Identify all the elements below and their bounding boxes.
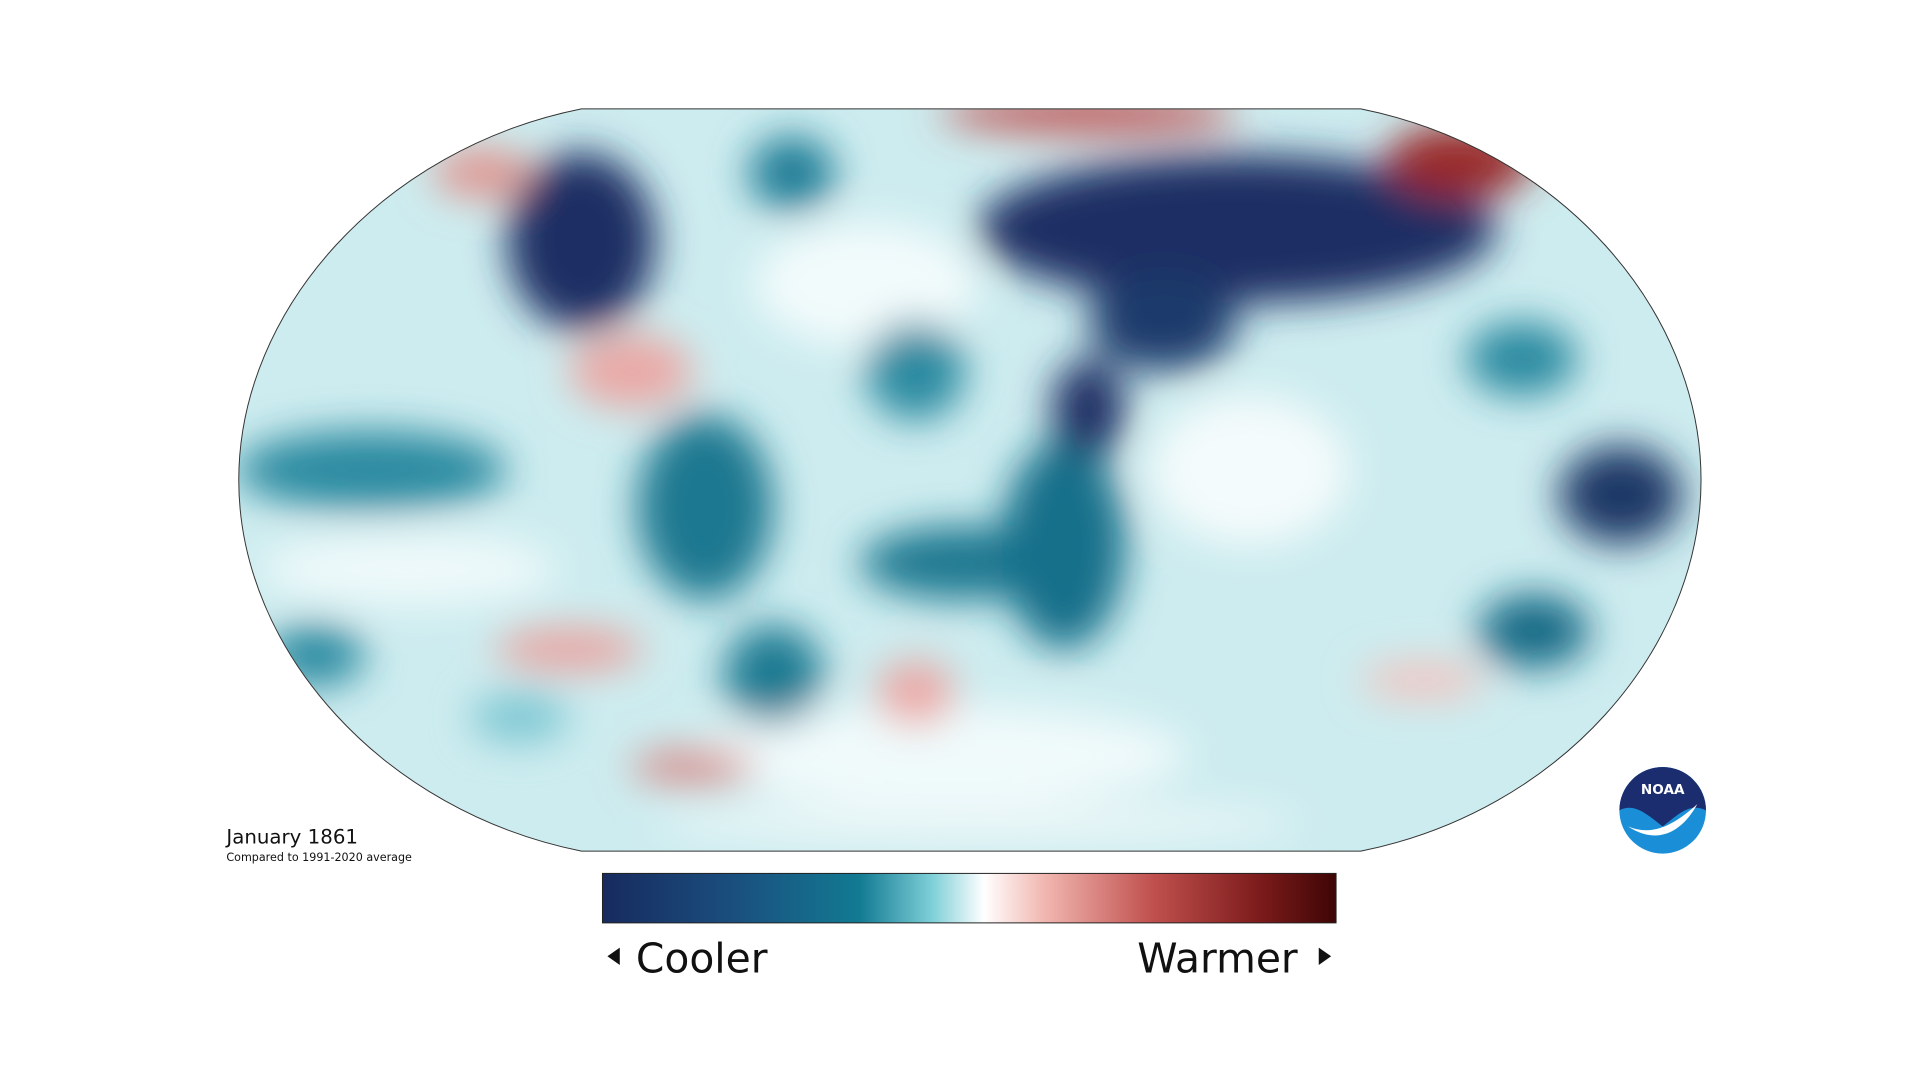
logo-text: NOAA xyxy=(1641,782,1685,798)
color-scale xyxy=(601,872,1337,924)
legend-high: Warmer xyxy=(1137,934,1298,982)
map-title: January 1861 xyxy=(224,826,358,849)
legend-low: Cooler xyxy=(636,934,768,982)
noaa-logo: NOAA xyxy=(1619,767,1706,854)
arrow-left xyxy=(607,947,620,965)
arrow-right xyxy=(1318,947,1332,965)
map-subtitle: Compared to 1991-2020 average xyxy=(226,851,412,864)
map-surface xyxy=(238,108,1702,852)
map-outline xyxy=(238,108,1702,852)
